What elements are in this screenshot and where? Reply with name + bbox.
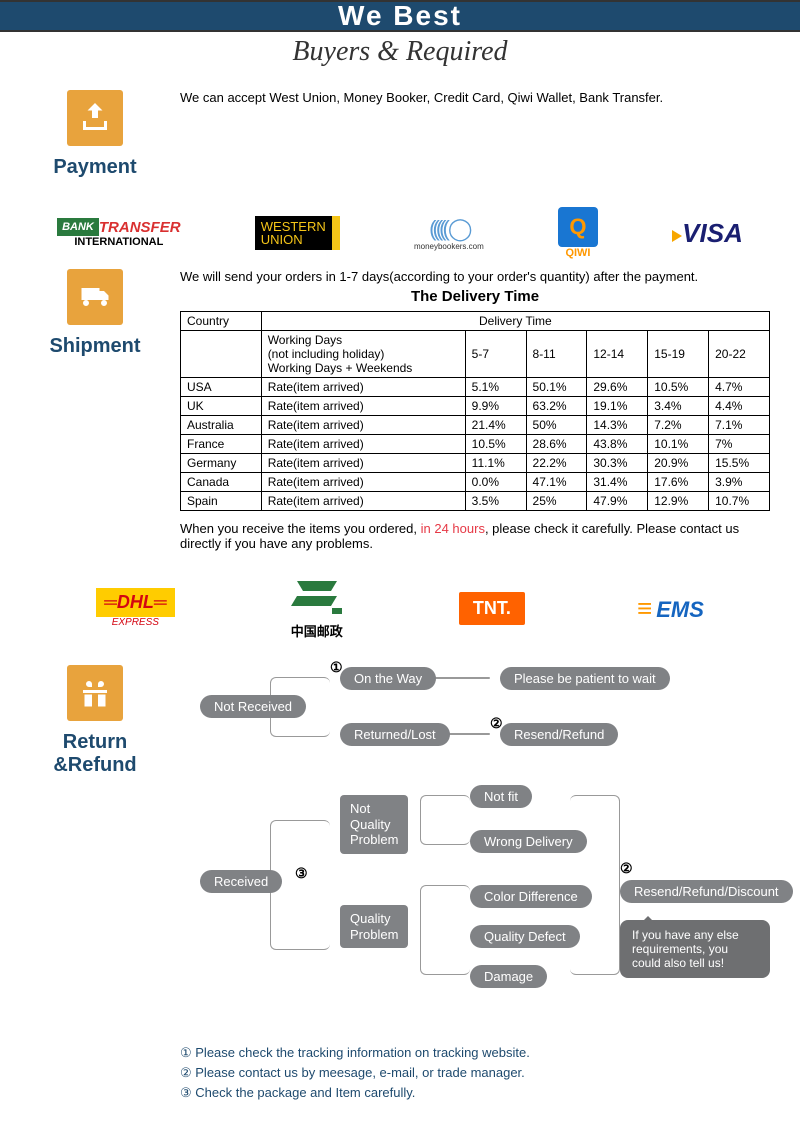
node-notqual: Not Quality Problem — [340, 795, 408, 854]
qiwi-logo: QQIWI — [558, 207, 598, 259]
payment-text: We can accept West Union, Money Booker, … — [180, 90, 770, 105]
ems-logo: EMS — [637, 593, 704, 624]
node-received: Received — [200, 870, 282, 893]
node-patient: Please be patient to wait — [500, 667, 670, 690]
shipment-intro: We will send your orders in 1-7 days(acc… — [180, 269, 770, 284]
refund-title: Return &Refund — [30, 731, 160, 777]
node-wrong: Wrong Delivery — [470, 830, 587, 853]
payment-icon — [67, 90, 123, 146]
gift-icon — [67, 665, 123, 721]
shipment-title: Shipment — [30, 335, 160, 358]
western-union-logo: WESTERNUNION — [255, 216, 340, 250]
footer-notes: ① Please check the tracking information … — [180, 1045, 800, 1101]
node-qual: Quality Problem — [340, 905, 408, 948]
bank-transfer-logo: BANKTRANSFER INTERNATIONAL — [57, 218, 180, 248]
flowchart: ① ② ③ ② Not Received On the Way Returned… — [200, 665, 770, 1025]
shipping-logos: ═DHL═EXPRESS 中国邮政 TNT. EMS — [40, 576, 760, 640]
shipment-section: Shipment We will send your orders in 1-7… — [0, 259, 800, 561]
dhl-logo: ═DHL═EXPRESS — [96, 588, 175, 628]
payment-title: Payment — [30, 156, 160, 179]
china-post-logo: 中国邮政 — [287, 576, 347, 640]
speech-bubble: If you have any else requirements, you c… — [620, 920, 770, 978]
node-returned: Returned/Lost — [340, 723, 450, 746]
header-title: We Best — [338, 0, 462, 32]
visa-logo: VISA — [672, 218, 743, 249]
header-bar: We Best — [0, 0, 800, 32]
shipment-icon — [67, 269, 123, 325]
node-resend: Resend/Refund — [500, 723, 618, 746]
subtitle: Buyers & Required — [0, 36, 800, 68]
tnt-logo: TNT. — [459, 592, 525, 625]
moneybookers-logo: ((((( ◯moneybookers.com — [414, 216, 484, 251]
node-discount: Resend/Refund/Discount — [620, 880, 793, 903]
node-on-way: On the Way — [340, 667, 436, 690]
node-defect: Quality Defect — [470, 925, 580, 948]
node-damage: Damage — [470, 965, 547, 988]
node-notfit: Not fit — [470, 785, 532, 808]
node-color: Color Difference — [470, 885, 592, 908]
payment-logos: BANKTRANSFER INTERNATIONAL WESTERNUNION … — [0, 207, 800, 259]
node-not-received: Not Received — [200, 695, 306, 718]
delivery-table: CountryDelivery Time Working Days (not i… — [180, 311, 770, 511]
refund-section: Return &Refund ① ② ③ ② Not Received On t… — [0, 655, 800, 1035]
shipment-note: When you receive the items you ordered, … — [180, 521, 770, 551]
table-title: The Delivery Time — [180, 288, 770, 305]
payment-section: Payment We can accept West Union, Money … — [0, 80, 800, 189]
